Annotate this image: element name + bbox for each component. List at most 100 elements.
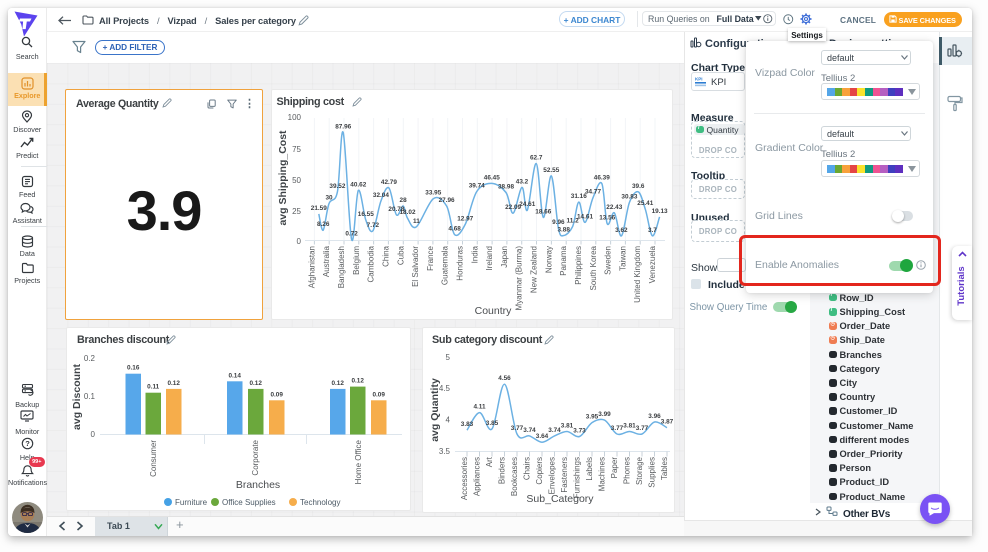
svg-text:18.02: 18.02 <box>400 209 416 216</box>
svg-text:3.81: 3.81 <box>623 423 636 430</box>
svg-text:Art: Art <box>485 456 494 467</box>
svg-text:0: 0 <box>297 237 302 246</box>
svg-text:42.79: 42.79 <box>381 179 397 186</box>
svg-text:Envelopes: Envelopes <box>548 457 557 494</box>
svg-text:Paper: Paper <box>610 457 619 479</box>
svg-text:Corporate: Corporate <box>251 439 260 475</box>
svg-text:5: 5 <box>446 353 451 362</box>
svg-text:33.95: 33.95 <box>425 190 441 197</box>
svg-text:Chairs: Chairs <box>523 457 532 480</box>
svg-text:Taiwan: Taiwan <box>618 246 627 271</box>
svg-text:Phones: Phones <box>623 457 632 484</box>
svg-text:Copiers: Copiers <box>535 457 544 485</box>
svg-text:0.72: 0.72 <box>345 230 358 237</box>
svg-text:34.77: 34.77 <box>585 189 601 196</box>
svg-text:43.2: 43.2 <box>516 178 529 185</box>
svg-text:3.85: 3.85 <box>486 420 499 427</box>
svg-text:Branches: Branches <box>236 479 280 491</box>
svg-text:Binders: Binders <box>498 457 507 484</box>
svg-text:avg Quantity: avg Quantity <box>429 378 441 442</box>
svg-text:United Kingdom: United Kingdom <box>633 246 642 303</box>
svg-text:0.12: 0.12 <box>167 380 180 387</box>
svg-text:Consumer: Consumer <box>149 440 158 477</box>
svg-text:21.59: 21.59 <box>311 205 327 212</box>
svg-text:4.5: 4.5 <box>439 384 451 393</box>
svg-text:Supplies: Supplies <box>648 457 657 488</box>
svg-text:12.97: 12.97 <box>457 215 473 222</box>
svg-text:Accessories: Accessories <box>460 457 469 500</box>
svg-text:25.41: 25.41 <box>637 200 653 207</box>
svg-text:3.74: 3.74 <box>523 427 536 434</box>
svg-text:Sweden: Sweden <box>604 246 613 275</box>
svg-text:Cuba: Cuba <box>396 245 405 265</box>
svg-text:Guatemala: Guatemala <box>441 245 450 285</box>
svg-text:75: 75 <box>292 145 301 154</box>
svg-text:?: ? <box>25 439 30 448</box>
svg-text:30.83: 30.83 <box>621 194 637 201</box>
svg-text:Venezuela: Venezuela <box>648 245 657 283</box>
svg-text:Belgium: Belgium <box>352 246 361 275</box>
svg-text:3.99: 3.99 <box>598 411 611 418</box>
svg-text:11: 11 <box>413 218 420 225</box>
svg-text:11.2: 11.2 <box>567 218 580 225</box>
svg-text:Furniture: Furniture <box>175 498 208 507</box>
svg-text:14.61: 14.61 <box>577 213 593 220</box>
svg-text:27.96: 27.96 <box>439 197 455 204</box>
svg-text:3.96: 3.96 <box>648 413 661 420</box>
svg-text:50: 50 <box>292 176 301 185</box>
svg-text:16.55: 16.55 <box>358 211 374 218</box>
svg-text:Afghanistan: Afghanistan <box>307 246 316 288</box>
svg-text:Panama: Panama <box>559 245 568 275</box>
svg-text:0.11: 0.11 <box>147 384 160 391</box>
svg-text:87.96: 87.96 <box>335 124 351 131</box>
svg-text:24.61: 24.61 <box>519 201 535 208</box>
svg-text:South Korea: South Korea <box>589 245 598 290</box>
svg-text:0.16: 0.16 <box>127 365 140 372</box>
svg-text:Machines: Machines <box>598 457 607 491</box>
svg-text:0.12: 0.12 <box>331 380 344 387</box>
svg-text:Australia: Australia <box>322 245 331 277</box>
svg-text:4.68: 4.68 <box>448 226 461 233</box>
svg-text:Honduras: Honduras <box>456 246 465 281</box>
svg-text:20.78: 20.78 <box>388 206 404 213</box>
svg-text:3.77: 3.77 <box>511 425 524 432</box>
svg-text:39.74: 39.74 <box>469 183 485 190</box>
svg-text:40.62: 40.62 <box>350 182 366 189</box>
svg-text:8.26: 8.26 <box>317 221 330 228</box>
svg-text:0.2: 0.2 <box>84 354 96 363</box>
svg-text:Bangladesh: Bangladesh <box>337 246 346 288</box>
svg-text:3.77: 3.77 <box>611 425 624 432</box>
svg-text:28: 28 <box>400 197 408 204</box>
svg-text:Tables: Tables <box>660 457 669 480</box>
svg-text:22.43: 22.43 <box>606 204 622 211</box>
svg-text:3.87: 3.87 <box>661 419 674 426</box>
svg-text:3.62: 3.62 <box>615 227 628 234</box>
svg-text:32.04: 32.04 <box>373 192 389 199</box>
svg-text:38.98: 38.98 <box>498 184 514 191</box>
svg-text:62.7: 62.7 <box>530 155 543 162</box>
svg-text:Storage: Storage <box>635 456 644 485</box>
svg-text:0: 0 <box>91 430 96 439</box>
svg-text:31.16: 31.16 <box>571 193 587 200</box>
svg-text:Myanmar (Burma): Myanmar (Burma) <box>515 246 524 311</box>
svg-text:KPI: KPI <box>695 77 703 82</box>
svg-text:Bookcases: Bookcases <box>510 457 519 496</box>
svg-text:Philippines: Philippines <box>574 246 583 285</box>
svg-text:13.56: 13.56 <box>599 215 615 222</box>
svg-text:4: 4 <box>446 416 451 425</box>
svg-text:0.12: 0.12 <box>249 380 262 387</box>
svg-text:Country: Country <box>475 305 513 317</box>
svg-text:New Zealand: New Zealand <box>530 246 539 293</box>
svg-text:Sub_Category: Sub_Category <box>526 493 594 505</box>
svg-text:3.83: 3.83 <box>461 421 474 428</box>
svg-text:Furnishings: Furnishings <box>573 457 582 498</box>
svg-text:0.14: 0.14 <box>228 372 241 379</box>
svg-text:3.74: 3.74 <box>548 427 561 434</box>
svg-text:39.52: 39.52 <box>329 183 345 190</box>
svg-text:0.12: 0.12 <box>351 378 364 385</box>
svg-text:0.09: 0.09 <box>270 391 283 398</box>
svg-text:Technology: Technology <box>300 498 340 507</box>
svg-text:39.6: 39.6 <box>632 183 645 190</box>
svg-text:Ireland: Ireland <box>485 246 494 270</box>
svg-text:China: China <box>381 245 390 266</box>
